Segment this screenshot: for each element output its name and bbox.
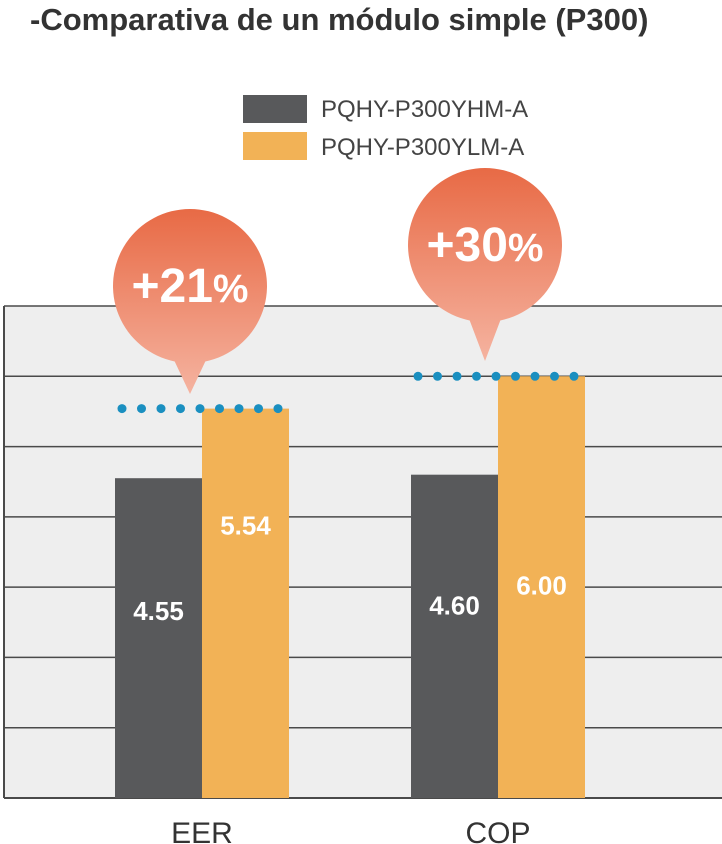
legend-swatch-series-2 — [243, 132, 307, 160]
chart-title: -Comparativa de un módulo simple (P300) — [30, 2, 648, 37]
dot — [550, 371, 559, 381]
bar-eer-series-1 — [115, 478, 202, 798]
dot — [117, 404, 127, 414]
legend-label-series-2: PQHY-P300YLM-A — [321, 134, 524, 161]
data-label: 4.55 — [133, 596, 184, 626]
dot — [491, 371, 501, 381]
bar-cop-series-1 — [411, 474, 498, 798]
callout-bubble-cop: +30% — [408, 168, 562, 361]
dot — [176, 404, 185, 414]
data-label: 6.00 — [516, 570, 567, 600]
dot — [273, 404, 283, 414]
dot — [254, 404, 263, 414]
dot — [234, 404, 244, 414]
data-label: 5.54 — [220, 511, 271, 541]
dot — [452, 371, 462, 381]
legend-swatch-series-1 — [243, 95, 307, 123]
callout-bubble-eer: +21% — [112, 209, 267, 394]
dot — [137, 404, 146, 414]
bubble-shape — [112, 209, 267, 394]
bubble-label: +30% — [427, 219, 544, 272]
dot — [215, 404, 224, 414]
dot — [569, 371, 579, 381]
bar-cop-series-2 — [498, 376, 585, 798]
data-label: 4.60 — [429, 591, 480, 621]
dot — [530, 371, 540, 381]
dot — [511, 371, 520, 381]
dot — [413, 371, 423, 381]
dotted-line-cop — [413, 371, 579, 381]
x-tick-label: COP — [465, 817, 530, 844]
dot — [195, 404, 205, 414]
bubble-label: +21% — [132, 260, 249, 313]
bubble-shape — [408, 168, 562, 361]
legend: PQHY-P300YHM-A PQHY-P300YLM-A — [243, 95, 528, 161]
x-tick-label: EER — [171, 817, 233, 844]
dot — [433, 371, 442, 381]
plot-background — [4, 306, 722, 798]
dot — [472, 371, 481, 381]
bar-eer-series-2 — [202, 408, 289, 798]
dot — [156, 404, 166, 414]
legend-label-series-1: PQHY-P300YHM-A — [321, 96, 528, 123]
dotted-line-eer — [117, 404, 283, 414]
